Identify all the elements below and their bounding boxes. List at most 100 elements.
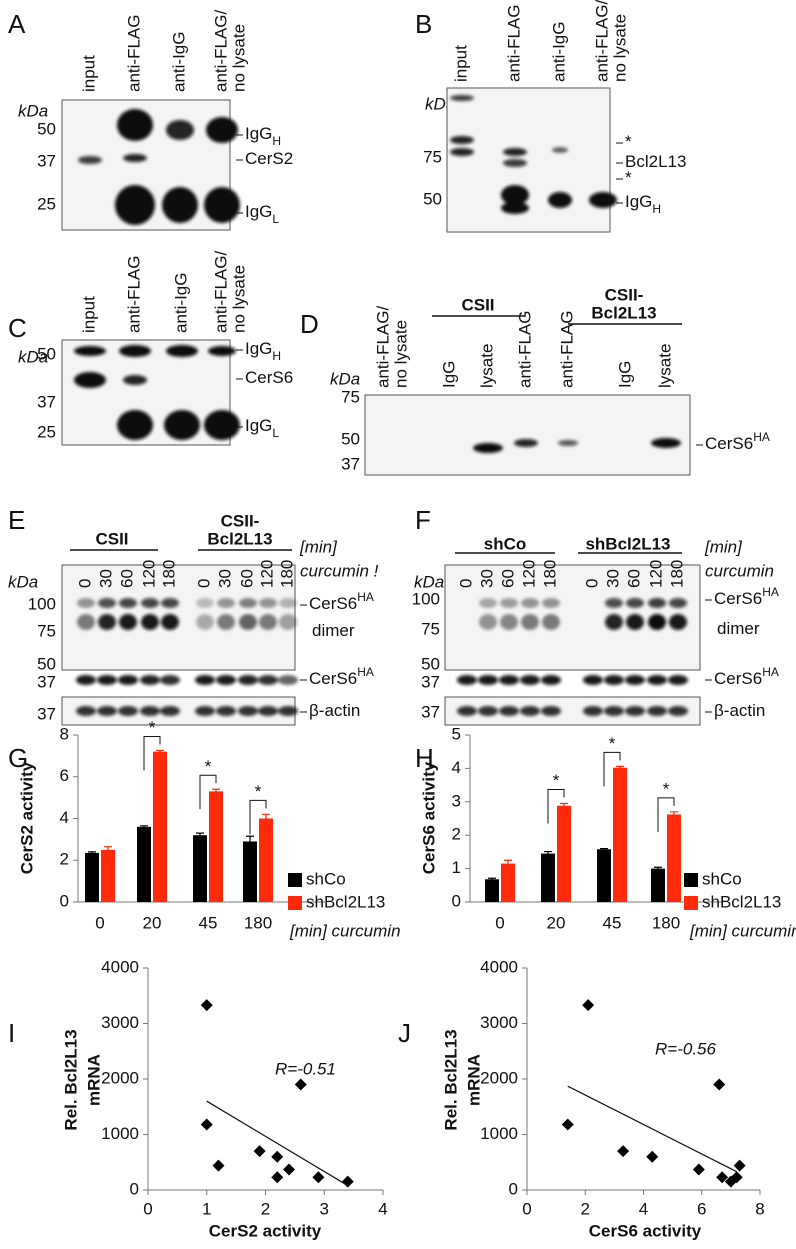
lane-label: input [79,296,98,333]
band [604,706,624,716]
band [542,614,560,630]
significance-label: * [663,779,670,798]
band-label-text: IgG [245,416,272,435]
marker-label: 50 [423,189,442,208]
x-tick-label: 20 [547,913,566,932]
time-label: 0 [456,579,475,588]
band [117,109,153,141]
band [196,598,214,608]
lane-label: anti-FLAG [515,311,534,388]
band-label-text: * [625,132,632,151]
band-label: CerS6HA [309,665,374,688]
time-label: 180 [667,560,686,588]
marker-label: 25 [37,422,56,441]
bar [259,818,273,902]
band [160,706,180,716]
band [500,614,518,630]
y-tick-label: 2 [452,825,461,844]
significance-bracket [249,799,267,835]
marker-label: 37 [37,672,56,691]
x-tick-label: 4 [378,1199,387,1218]
scatter-point [253,1145,266,1158]
error-bar [104,846,112,853]
x-tick-label: 45 [603,913,622,932]
bar [613,767,627,902]
y-tick-label: 4000 [101,957,139,976]
band-label: IgGH [245,339,281,363]
band [97,706,117,716]
band [278,675,298,685]
time-label: 180 [540,560,559,588]
band [552,147,568,153]
band-label-text: β-actin [309,701,360,720]
group-label: CSII [95,529,128,548]
bar [243,841,257,902]
marker-label: 37 [37,392,56,411]
trendline [567,1085,737,1173]
band [239,614,257,630]
band [161,614,179,630]
band [204,410,240,440]
legend-label: shCo [306,869,346,888]
band [501,202,529,214]
band [583,675,603,685]
band [217,614,235,630]
error-bar [140,825,148,828]
annotation: R=-0.51 [275,1059,336,1078]
y-tick-label: 1000 [101,1124,139,1143]
lane-label: anti-FLAG/ [211,251,230,333]
band [259,598,277,608]
band-label: β-actin [714,701,765,720]
band [625,706,645,716]
time-label: 120 [257,560,276,588]
y-axis-title: Rel. Bcl2L13 [441,1029,460,1130]
band-label-text: CerS6 [309,594,357,613]
scatter-point [294,1078,307,1091]
legend-swatch [684,896,698,910]
band [589,192,617,208]
significance-label: * [205,757,212,776]
y-tick-label: 4 [452,758,461,777]
y-tick-label: 8 [60,724,69,743]
legend-swatch [684,873,698,887]
y-tick-label: 0 [60,891,69,910]
band [457,706,477,716]
y-tick-label: 3000 [101,1013,139,1032]
error-bar [560,802,568,809]
band-label: IgGL [245,416,279,440]
bar [153,751,167,902]
lane-label: no lysate [610,14,629,82]
time-label: 30 [477,569,496,588]
x-tick-label: 0 [522,1199,531,1218]
kda-label: kDa [8,572,38,591]
band [141,614,159,630]
band [216,706,236,716]
band [478,675,498,685]
condition-label: [min] [299,537,338,556]
scatter-point [200,1118,213,1131]
band-label-text: CerS6 [705,434,753,453]
y-tick-label: 4000 [480,957,518,976]
band [208,346,236,356]
x-tick-label: 20 [143,913,162,932]
blot [446,87,611,233]
error-bar [212,788,220,794]
band [117,410,153,440]
band [457,675,477,685]
lane-label: anti-FLAG/ [373,306,392,388]
kda-label: kDa [330,369,360,388]
x-tick-label: 2 [261,1199,270,1218]
lane-label: no lysate [229,265,248,333]
time-label: 60 [624,569,643,588]
lane-label: anti-IgG [171,273,190,333]
band [166,120,194,140]
band [648,598,666,608]
group-label: CSII [461,295,494,314]
time-label: 0 [582,579,601,588]
legend-label: shBcl2L13 [306,892,385,911]
significance-label: * [149,718,156,737]
band-label-text: CerS6 [309,669,357,688]
y-tick-label: 0 [130,1179,139,1198]
x-tick-label: 1 [202,1199,211,1218]
bar [651,868,665,902]
